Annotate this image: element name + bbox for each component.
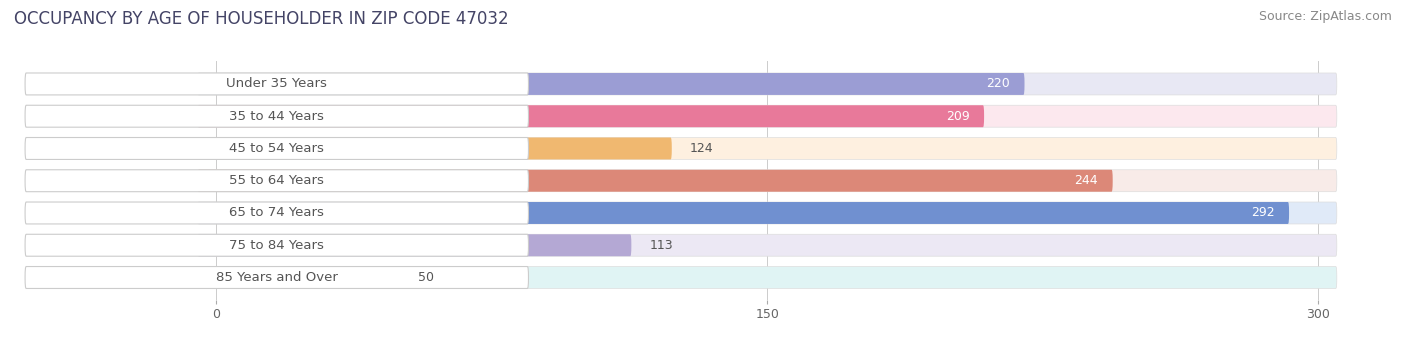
FancyBboxPatch shape [198,73,1025,95]
FancyBboxPatch shape [25,73,529,95]
FancyBboxPatch shape [198,267,399,288]
FancyBboxPatch shape [198,73,1337,95]
Text: 50: 50 [418,271,434,284]
Text: Under 35 Years: Under 35 Years [226,77,328,90]
Text: 85 Years and Over: 85 Years and Over [217,271,337,284]
Text: OCCUPANCY BY AGE OF HOUSEHOLDER IN ZIP CODE 47032: OCCUPANCY BY AGE OF HOUSEHOLDER IN ZIP C… [14,10,509,28]
Text: Source: ZipAtlas.com: Source: ZipAtlas.com [1258,10,1392,23]
FancyBboxPatch shape [25,170,529,192]
FancyBboxPatch shape [198,267,1337,288]
FancyBboxPatch shape [198,234,1337,256]
Text: 244: 244 [1074,174,1098,187]
FancyBboxPatch shape [25,137,529,160]
FancyBboxPatch shape [198,234,631,256]
FancyBboxPatch shape [198,170,1337,192]
Text: 75 to 84 Years: 75 to 84 Years [229,239,325,252]
Text: 220: 220 [986,77,1010,90]
FancyBboxPatch shape [25,105,529,127]
FancyBboxPatch shape [198,137,1337,160]
FancyBboxPatch shape [198,105,984,127]
Text: 113: 113 [650,239,673,252]
FancyBboxPatch shape [198,202,1337,224]
Text: 209: 209 [946,110,969,123]
Text: 124: 124 [690,142,714,155]
Text: 65 to 74 Years: 65 to 74 Years [229,207,325,220]
Text: 55 to 64 Years: 55 to 64 Years [229,174,325,187]
FancyBboxPatch shape [198,202,1289,224]
FancyBboxPatch shape [25,202,529,224]
FancyBboxPatch shape [198,105,1337,127]
Text: 45 to 54 Years: 45 to 54 Years [229,142,325,155]
FancyBboxPatch shape [25,234,529,256]
FancyBboxPatch shape [25,267,529,288]
Text: 35 to 44 Years: 35 to 44 Years [229,110,325,123]
Text: 292: 292 [1251,207,1274,220]
FancyBboxPatch shape [198,137,672,160]
FancyBboxPatch shape [198,170,1112,192]
